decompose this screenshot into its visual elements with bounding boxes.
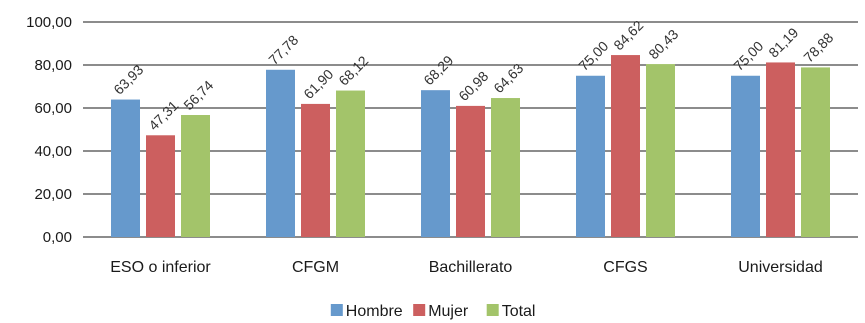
category-label: Bachillerato [429,259,513,276]
legend-item-total: Total [486,303,536,320]
bar-total [181,115,210,237]
bar-total [646,64,675,237]
bar-hombre [266,69,295,237]
legend-label: Hombre [346,303,403,320]
data-label: 78,88 [800,29,836,65]
data-label: 68,29 [420,52,456,88]
legend-label: Total [502,303,536,320]
y-tick-label: 40,00 [34,143,72,160]
bar-mujer [766,62,795,238]
bar-hombre [111,99,140,237]
data-label: 81,19 [765,24,801,60]
legend-label: Mujer [428,303,469,320]
bar-total [491,98,520,237]
data-label: 77,78 [265,32,301,68]
data-label: 80,43 [645,26,681,62]
bar-mujer [456,105,485,237]
y-tick-label: 20,00 [34,186,72,203]
legend-item-hombre: Hombre [330,303,403,320]
data-label: 75,00 [730,38,766,74]
data-label: 61,90 [300,66,336,102]
data-label: 68,12 [335,52,371,88]
bar-hombre [576,75,605,237]
y-tick-label: 100,00 [26,14,72,31]
legend-swatch [486,304,499,316]
y-tick-label: 60,00 [34,100,72,117]
bars [111,55,830,238]
bar-mujer [301,103,330,237]
bar-hombre [731,75,760,237]
data-label: 75,00 [575,38,611,74]
bar-hombre [421,90,450,237]
category-label: Universidad [738,259,822,276]
category-label: CFGM [292,259,339,276]
bar-mujer [611,55,640,237]
category-label: ESO o inferior [110,259,211,276]
legend-swatch [413,304,426,316]
data-label: 63,93 [110,61,146,97]
y-axis-tick-labels: 0,00 20,00 40,00 60,00 80,00 100,00 [26,14,72,246]
bar-mujer [146,135,175,237]
data-label: 47,31 [145,97,181,133]
category-label: CFGS [603,259,647,276]
y-tick-label: 0,00 [43,229,72,246]
x-axis: ESO o inferior CFGM Bachillerato CFGS Univer… [110,259,822,276]
legend-item-mujer: Mujer [413,303,469,320]
bar-total [801,67,830,238]
data-label: 60,98 [455,68,491,104]
y-tick-label: 80,00 [34,57,72,74]
bar-total [336,90,365,238]
legend: Hombre Mujer Total [330,303,536,320]
legend-swatch [330,304,343,316]
